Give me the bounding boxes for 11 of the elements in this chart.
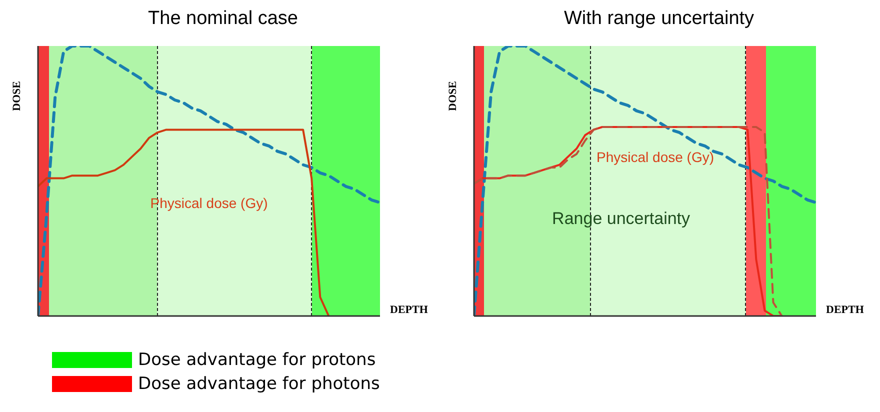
annotation: Physical dose (Gy) bbox=[596, 148, 714, 165]
text: Dose advantage for protons bbox=[138, 350, 376, 370]
x-axis-title: DEPTH bbox=[826, 304, 864, 316]
y-axis-title: DOSE bbox=[10, 81, 23, 111]
text: Dose advantage for photons bbox=[138, 374, 380, 394]
chart-title: The nominal case bbox=[147, 8, 299, 31]
annotation: Physical dose (Gy) bbox=[150, 194, 268, 211]
chart-title: With range uncertainty bbox=[562, 8, 756, 31]
y-axis-title: DOSE bbox=[446, 81, 459, 111]
annotation: Range uncertainty bbox=[552, 208, 690, 229]
x-axis-title: DEPTH bbox=[390, 304, 428, 316]
